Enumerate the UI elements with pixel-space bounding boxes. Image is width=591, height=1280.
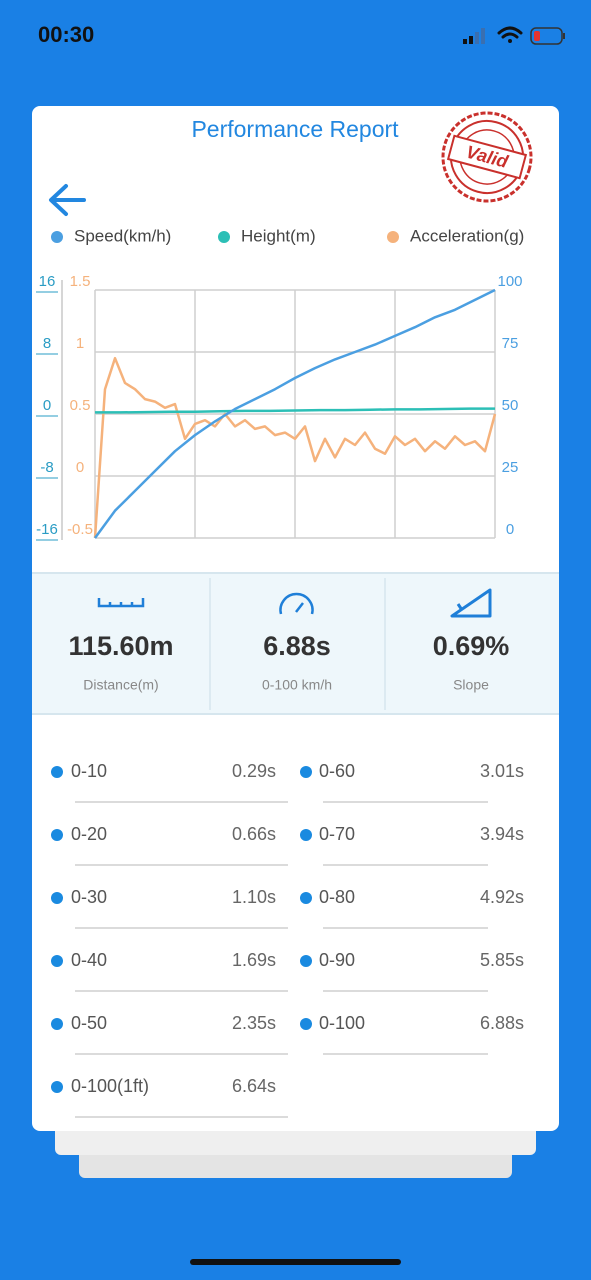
- stat-label: 0-100 km/h: [262, 677, 332, 693]
- slope-icon: [450, 588, 492, 618]
- split-time: 6.88s: [480, 1013, 524, 1033]
- split-dot: [51, 955, 63, 967]
- split-dot: [51, 766, 63, 778]
- split-dot: [300, 829, 312, 841]
- split-label: 0-100: [319, 1013, 365, 1033]
- y2-tick-label: 25: [502, 459, 519, 476]
- series-line: [93, 356, 497, 539]
- split-label: 0-90: [319, 950, 355, 970]
- split-label: 0-20: [71, 824, 107, 844]
- split-time: 6.64s: [232, 1076, 276, 1096]
- split-dot: [51, 1018, 63, 1030]
- battery-icon: [530, 27, 565, 45]
- split-dot: [51, 829, 63, 841]
- legend-label: Height(m): [241, 226, 316, 245]
- y3-tick-label: 8: [43, 335, 51, 352]
- stat-label: Slope: [453, 677, 489, 693]
- stat-label: Distance(m): [83, 677, 158, 693]
- stats: 115.60m Distance(m) 6.88s 0-100 km/h 0.69% Sl…: [68, 631, 509, 693]
- y2-tick-label: 75: [502, 335, 519, 352]
- legend-marker: [387, 231, 399, 243]
- signal-icon: [463, 28, 485, 44]
- back-button[interactable]: [49, 184, 86, 216]
- split-time: 2.35s: [232, 1013, 276, 1033]
- split-time: 3.01s: [480, 761, 524, 781]
- split-label: 0-50: [71, 1013, 107, 1033]
- report-title: Performance Report: [191, 116, 399, 142]
- series-line: [93, 288, 496, 539]
- stat-value: 6.88s: [263, 631, 331, 661]
- split-label: 0-70: [319, 824, 355, 844]
- splits: 0-10 0.29s 0-60 3.01s 0-20 0.66s 0-70 3.94s 0-30…: [51, 761, 524, 1118]
- chart: -0.5 0 0.5 1 1.5 0 25 50 75 100 -16 -8 0 8 16 Speed(km/…: [36, 226, 524, 541]
- y-tick-label: 0.5: [70, 397, 91, 414]
- legend-label: Acceleration(g): [410, 226, 524, 245]
- split-label: 0-10: [71, 761, 107, 781]
- clock: 00:30: [38, 22, 94, 47]
- split-dot: [300, 892, 312, 904]
- y2-tick-label: 0: [506, 521, 514, 538]
- split-time: 3.94s: [480, 824, 524, 844]
- split-time: 1.10s: [232, 887, 276, 907]
- stats-panel: [32, 573, 559, 714]
- legend-marker: [218, 231, 230, 243]
- stat-value: 0.69%: [433, 631, 510, 661]
- split-label: 0-80: [319, 887, 355, 907]
- y3-tick-label: -8: [40, 459, 53, 476]
- split-label: 0-60: [319, 761, 355, 781]
- legend-marker: [51, 231, 63, 243]
- y-tick-label: -0.5: [67, 521, 93, 538]
- split-dot: [300, 766, 312, 778]
- split-time: 0.29s: [232, 761, 276, 781]
- split-dot: [300, 1018, 312, 1030]
- split-time: 4.92s: [480, 887, 524, 907]
- split-label: 0-40: [71, 950, 107, 970]
- distance-icon: [97, 598, 145, 608]
- legend-label: Speed(km/h): [74, 226, 171, 245]
- split-dot: [51, 892, 63, 904]
- split-time: 0.66s: [232, 824, 276, 844]
- y-tick-label: 0: [76, 459, 84, 476]
- split-dot: [51, 1081, 63, 1093]
- series-line: [95, 407, 495, 414]
- split-dot: [300, 955, 312, 967]
- y3-tick-label: 0: [43, 397, 51, 414]
- y3-tick-label: 16: [39, 273, 56, 290]
- y2-tick-label: 50: [502, 397, 519, 414]
- stat-value: 115.60m: [68, 631, 173, 661]
- home-indicator: [190, 1259, 401, 1265]
- wifi-icon: [497, 26, 523, 43]
- split-time: 5.85s: [480, 950, 524, 970]
- speed-icon: [279, 592, 314, 615]
- split-label: 0-30: [71, 887, 107, 907]
- split-label: 0-100(1ft): [71, 1076, 149, 1096]
- y2-tick-label: 100: [497, 273, 522, 290]
- y-tick-label: 1.5: [70, 273, 91, 290]
- y3-tick-label: -16: [36, 521, 58, 538]
- y-tick-label: 1: [76, 335, 84, 352]
- split-time: 1.69s: [232, 950, 276, 970]
